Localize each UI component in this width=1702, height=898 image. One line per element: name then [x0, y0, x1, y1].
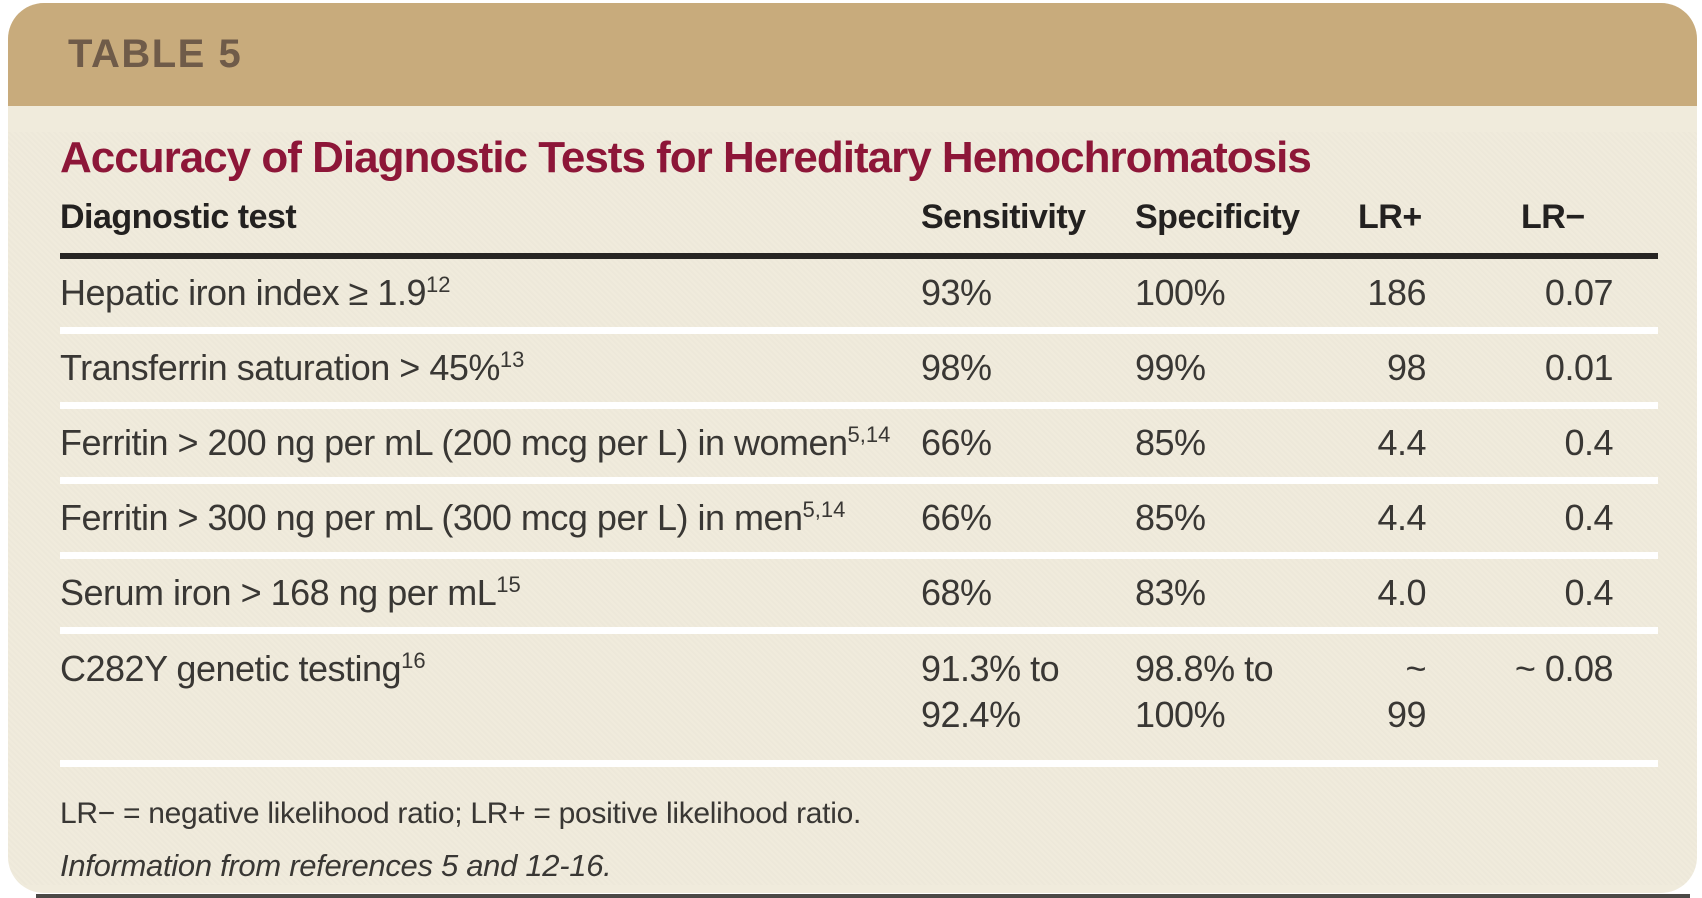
page-bottom-rule: [36, 894, 1690, 898]
reference-superscript: 13: [499, 347, 525, 372]
source-footnote: Information from references 5 and 12-16.: [60, 848, 612, 883]
lr-minus-cell: ~ 0.08: [1426, 630, 1658, 767]
specificity-cell: 98.8% to 100%: [1135, 630, 1358, 767]
test-name: Ferritin > 200 ng per mL (200 mcg per L)…: [60, 422, 848, 463]
test-name-cell: Ferritin > 200 ng per mL (200 mcg per L)…: [60, 405, 921, 484]
sensitivity-cell: 68%: [921, 555, 1135, 634]
lr-plus-cell: 4.4: [1358, 405, 1427, 484]
lr-plus-cell: 186: [1358, 256, 1427, 334]
test-name-cell: C282Y genetic testing16: [60, 630, 921, 767]
reference-superscript: 12: [425, 272, 451, 297]
specificity-cell: 85%: [1135, 405, 1358, 484]
table-row: Transferrin saturation > 45%13 98% 99% 9…: [60, 330, 1658, 409]
table-number-band: TABLE 5: [8, 3, 1697, 106]
table-row: Ferritin > 200 ng per mL (200 mcg per L)…: [60, 405, 1658, 484]
test-name: Ferritin > 300 ng per mL (300 mcg per L)…: [60, 497, 803, 538]
sensitivity-cell: 93%: [921, 256, 1135, 334]
reference-superscript: 5,14: [847, 422, 891, 447]
diagnostic-accuracy-table: Diagnostic test Sensitivity Specificity …: [60, 184, 1658, 767]
specificity-cell: 100%: [1135, 256, 1358, 334]
header-row: Diagnostic test Sensitivity Specificity …: [60, 184, 1658, 259]
test-name: C282Y genetic testing: [60, 648, 402, 689]
lr-minus-cell: 0.4: [1426, 555, 1658, 634]
table-body: Accuracy of Diagnostic Tests for Heredit…: [8, 132, 1697, 885]
lr-plus-cell: 4.0: [1358, 555, 1427, 634]
table-row: Hepatic iron index ≥ 1.912 93% 100% 186 …: [60, 256, 1658, 334]
lr-minus-cell: 0.01: [1426, 330, 1658, 409]
table-card: TABLE 5 Accuracy of Diagnostic Tests for…: [8, 3, 1697, 893]
lr-plus-cell: ~ 99: [1358, 630, 1427, 767]
lr-minus-cell: 0.4: [1426, 480, 1658, 559]
sensitivity-cell: 91.3% to 92.4%: [921, 630, 1135, 767]
column-header-sensitivity: Sensitivity: [921, 184, 1135, 259]
lr-plus-cell: 4.4: [1358, 480, 1427, 559]
test-name: Hepatic iron index ≥ 1.9: [60, 272, 426, 313]
table-row: Serum iron > 168 ng per mL15 68% 83% 4.0…: [60, 555, 1658, 634]
table-row: C282Y genetic testing16 91.3% to 92.4% 9…: [60, 630, 1658, 767]
lr-minus-cell: 0.4: [1426, 405, 1658, 484]
sensitivity-cell: 66%: [921, 480, 1135, 559]
test-name: Serum iron > 168 ng per mL: [60, 572, 497, 613]
test-name: Transferrin saturation > 45%: [60, 347, 500, 388]
specificity-cell: 99%: [1135, 330, 1358, 409]
column-header-lr-plus: LR+: [1358, 184, 1426, 259]
column-header-test: Diagnostic test: [60, 184, 921, 259]
column-header-lr-minus: LR−: [1426, 184, 1658, 259]
sensitivity-cell: 98%: [921, 330, 1135, 409]
table-row: Ferritin > 300 ng per mL (300 mcg per L)…: [60, 480, 1658, 559]
table-number-label: TABLE 5: [68, 32, 243, 76]
sensitivity-cell: 66%: [921, 405, 1135, 484]
table-title: Accuracy of Diagnostic Tests for Heredit…: [60, 133, 1312, 182]
test-name-cell: Serum iron > 168 ng per mL15: [60, 555, 921, 634]
test-name-cell: Ferritin > 300 ng per mL (300 mcg per L)…: [60, 480, 921, 559]
specificity-cell: 83%: [1135, 555, 1358, 634]
specificity-cell: 85%: [1135, 480, 1358, 559]
column-header-specificity: Specificity: [1135, 184, 1358, 259]
test-name-cell: Transferrin saturation > 45%13: [60, 330, 921, 409]
lr-plus-cell: 98: [1358, 330, 1427, 409]
reference-superscript: 5,14: [802, 497, 846, 522]
test-name-cell: Hepatic iron index ≥ 1.912: [60, 256, 921, 334]
reference-superscript: 15: [496, 572, 521, 597]
abbreviations-footnote: LR− = negative likelihood ratio; LR+ = p…: [60, 797, 861, 830]
reference-superscript: 16: [401, 648, 426, 673]
lr-minus-cell: 0.07: [1426, 256, 1658, 334]
